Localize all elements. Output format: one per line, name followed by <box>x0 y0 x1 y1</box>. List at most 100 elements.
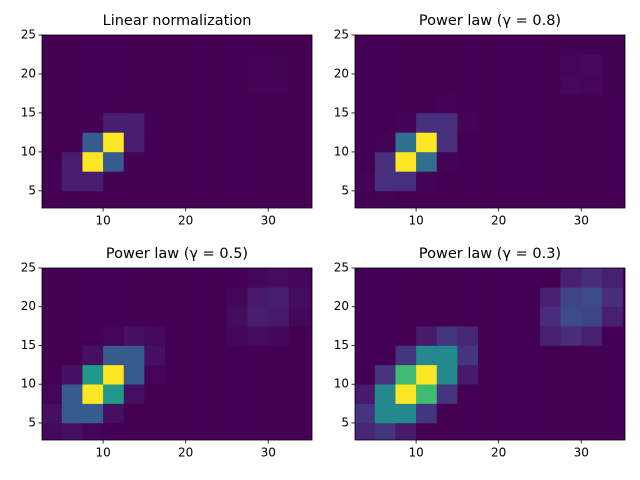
hist-cell <box>519 73 541 94</box>
hist-cell <box>144 151 166 172</box>
hist-cell <box>478 384 499 404</box>
hist-cell <box>103 384 125 404</box>
y-tick-label: 20 <box>334 66 349 80</box>
hist-cell <box>226 151 248 172</box>
x-tick-label: 20 <box>178 214 193 228</box>
hist-cell <box>457 384 479 404</box>
hist-cell <box>165 190 186 208</box>
hist-cell <box>457 151 479 172</box>
hist-cell <box>268 306 290 327</box>
hist-cell <box>61 35 83 55</box>
hist-cell <box>82 287 104 308</box>
hist-cell <box>395 54 417 75</box>
x-tick-label: 30 <box>261 446 276 460</box>
hist-cell <box>165 112 186 133</box>
hist-cell <box>395 93 417 114</box>
hist-cell <box>416 364 438 385</box>
hist-cell <box>560 151 582 172</box>
hist-cell <box>42 93 63 114</box>
hist-cell <box>519 93 541 114</box>
hist-cell <box>355 151 376 172</box>
hist-cell <box>374 54 396 75</box>
hist-cell <box>42 384 63 404</box>
hist-cell <box>226 364 248 385</box>
hist-cell <box>416 54 438 75</box>
hist-cell <box>498 132 520 153</box>
hist-cell <box>355 35 376 55</box>
hist-cell <box>416 171 438 192</box>
hist-cell <box>601 190 623 208</box>
hist-cell <box>268 287 290 308</box>
hist-cell <box>539 287 561 308</box>
hist-cell <box>374 384 396 404</box>
hist-cell <box>185 132 207 153</box>
hist-cell <box>498 287 520 308</box>
hist-cell <box>416 35 438 55</box>
hist-cell <box>395 190 417 208</box>
hist-cell <box>601 151 623 172</box>
hist-cell <box>247 384 269 404</box>
hist-cell <box>560 364 582 385</box>
hist-cell <box>206 287 228 308</box>
hist-cell <box>539 326 561 346</box>
hist-cell <box>374 287 396 308</box>
hist-cell <box>123 326 145 346</box>
hist-cell <box>185 151 207 172</box>
hist-cell <box>519 326 541 346</box>
hist-cell <box>206 35 228 55</box>
hist-cell <box>165 73 186 94</box>
hist-cell <box>601 268 623 288</box>
hist-cell <box>436 306 458 327</box>
hist-cell <box>206 345 228 366</box>
hist-cell <box>478 306 499 327</box>
hist-cell <box>82 364 104 385</box>
hist-cell <box>355 384 376 404</box>
hist-cell <box>185 364 207 385</box>
hist-cell <box>560 190 582 208</box>
y-tick-label: 5 <box>341 415 349 429</box>
hist-cell <box>519 345 541 366</box>
hist-cell <box>144 171 166 192</box>
hist-cell <box>226 171 248 192</box>
hist-cell <box>457 190 479 208</box>
hist-cell <box>395 35 417 55</box>
hist-cell <box>395 326 417 346</box>
hist-cell <box>103 422 125 440</box>
hist-cell <box>416 132 438 153</box>
hist-cell <box>226 403 248 424</box>
hist-cell <box>185 73 207 94</box>
hist-cell <box>581 35 603 55</box>
hist-cell <box>498 326 520 346</box>
hist-cell <box>416 190 438 208</box>
plot-area <box>355 35 625 208</box>
hist-cell <box>123 54 145 75</box>
hist-cell <box>436 268 458 288</box>
hist-cell <box>288 326 310 346</box>
hist-cell <box>416 73 438 94</box>
hist-cell <box>123 112 145 133</box>
hist-cell <box>581 132 603 153</box>
hist-cell <box>374 73 396 94</box>
hist-cell <box>268 422 290 440</box>
hist-cell <box>185 403 207 424</box>
hist-cell <box>103 35 125 55</box>
hist-cell <box>416 112 438 133</box>
hist-cell <box>82 35 104 55</box>
hist-cell <box>165 54 186 75</box>
hist-cell <box>416 151 438 172</box>
hist-cell <box>560 384 582 404</box>
hist-cell <box>61 364 83 385</box>
hist-cell <box>601 171 623 192</box>
hist-cell <box>436 132 458 153</box>
hist-cell <box>185 35 207 55</box>
hist-cell <box>395 171 417 192</box>
hist-cell <box>374 268 396 288</box>
hist-cell <box>288 132 310 153</box>
hist-cell <box>103 306 125 327</box>
hist-cell <box>144 287 166 308</box>
hist-cell <box>42 403 63 424</box>
hist-cell <box>103 326 125 346</box>
hist-cell <box>581 171 603 192</box>
hist-cell <box>374 422 396 440</box>
y-tick-label: 10 <box>21 377 36 391</box>
